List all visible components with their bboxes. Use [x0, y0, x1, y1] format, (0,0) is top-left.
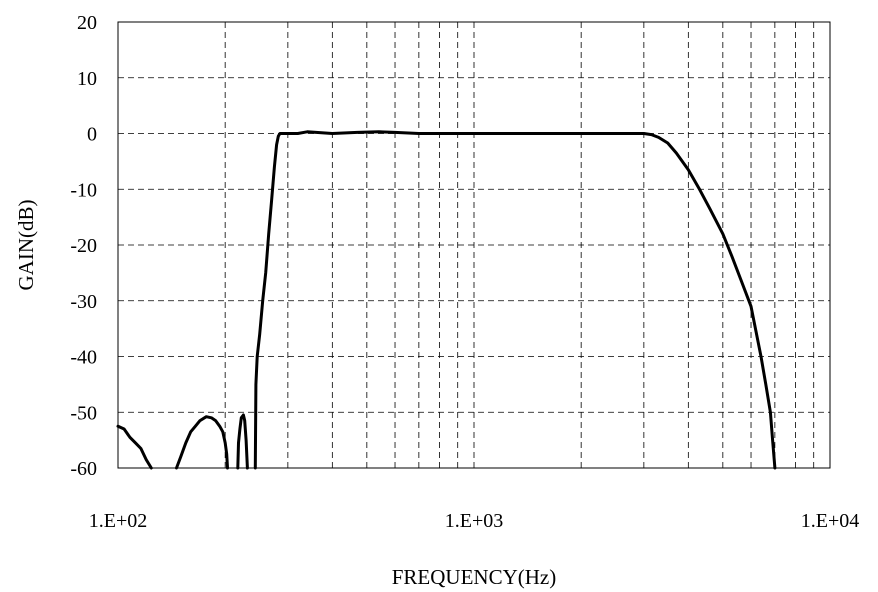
series-layer [116, 130, 777, 470]
y-tick-label: 10 [77, 68, 97, 90]
y-tick-label: -50 [70, 402, 97, 424]
y-axis-title: GAIN(dB) [14, 200, 38, 291]
gain-curve-segment [175, 415, 229, 470]
y-tick-label: -20 [70, 235, 97, 257]
x-tick-labels: 1.E+02 1.E+03 1.E+04 [89, 510, 860, 532]
gain-curve-segment [116, 424, 153, 470]
y-tick-label: -40 [70, 347, 97, 369]
x-tick-label: 1.E+03 [445, 510, 504, 532]
y-tick-label: -60 [70, 458, 97, 480]
y-tick-label: 0 [87, 124, 97, 146]
y-tick-labels: 20 10 0 -10 -20 -30 -40 -50 -60 [70, 12, 97, 480]
y-tick-label: 20 [77, 12, 97, 34]
plot-area-frame [117, 21, 831, 469]
y-tick-label: -10 [70, 179, 97, 201]
y-tick-label: -30 [70, 291, 97, 313]
x-tick-label: 1.E+02 [89, 510, 148, 532]
grid-lines [118, 22, 830, 468]
gain-curve-segment [253, 130, 777, 470]
x-axis-title: FREQUENCY(Hz) [392, 565, 556, 589]
gain-curve-segment [236, 413, 249, 470]
x-tick-label: 1.E+04 [801, 510, 860, 532]
